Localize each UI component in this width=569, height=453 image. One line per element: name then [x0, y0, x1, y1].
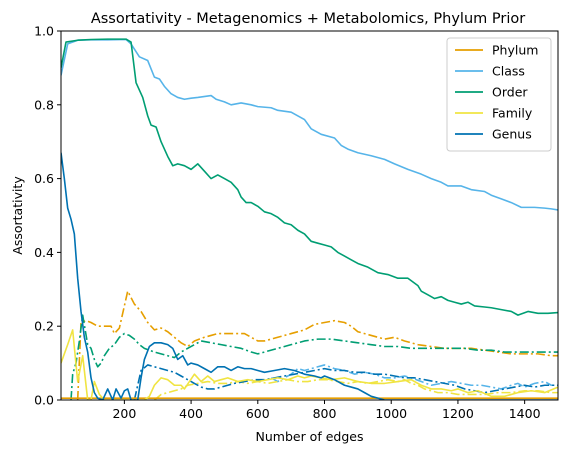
legend-box: [446, 37, 552, 152]
y-tick-label: 0.8: [34, 97, 54, 112]
y-tick-label: 0.2: [34, 319, 54, 334]
y-tick-label: 0.4: [34, 245, 54, 260]
series-line-family-dashed: [153, 378, 558, 400]
x-axis: 200 400 600 800 1000 1200 1400: [112, 400, 541, 421]
legend-label-genus: Genus: [492, 127, 532, 142]
plot-area: [60, 30, 559, 401]
y-tick-label: 0.6: [34, 171, 54, 186]
series-line-genus: [61, 152, 558, 400]
chart-title: Assortativity - Metagenomics + Metabolom…: [91, 11, 525, 27]
x-tick-label: 800: [313, 406, 337, 421]
x-axis-label: Number of edges: [256, 429, 364, 444]
series-line-family: [61, 329, 558, 400]
legend: Phylum Class Order Family Genus: [446, 37, 552, 152]
series-line-class-dashed: [270, 364, 558, 390]
y-tick-label: 0.0: [34, 393, 54, 408]
x-tick-label: 400: [179, 406, 203, 421]
plot-frame: [60, 30, 559, 401]
series-group: [61, 38, 558, 400]
x-tick-label: 1400: [509, 406, 541, 421]
x-tick-label: 600: [246, 406, 270, 421]
legend-label-family: Family: [492, 106, 533, 121]
y-tick-label: 1.0: [34, 24, 54, 39]
series-line-order: [61, 38, 558, 316]
series-line-genus-dashed: [133, 364, 558, 400]
legend-label-class: Class: [492, 64, 525, 79]
series-line-class: [61, 38, 558, 211]
legend-label-order: Order: [492, 85, 528, 100]
series-line-order-dashed: [70, 314, 558, 400]
x-tick-label: 1200: [442, 406, 474, 421]
series-line-phylum-dashed: [76, 290, 558, 400]
y-axis: 0.0 0.2 0.4 0.6 0.8 1.0: [34, 24, 61, 408]
y-axis-label: Assortativity: [10, 176, 25, 255]
legend-label-phylum: Phylum: [492, 43, 538, 58]
x-tick-label: 200: [112, 406, 136, 421]
x-tick-label: 1000: [375, 406, 407, 421]
